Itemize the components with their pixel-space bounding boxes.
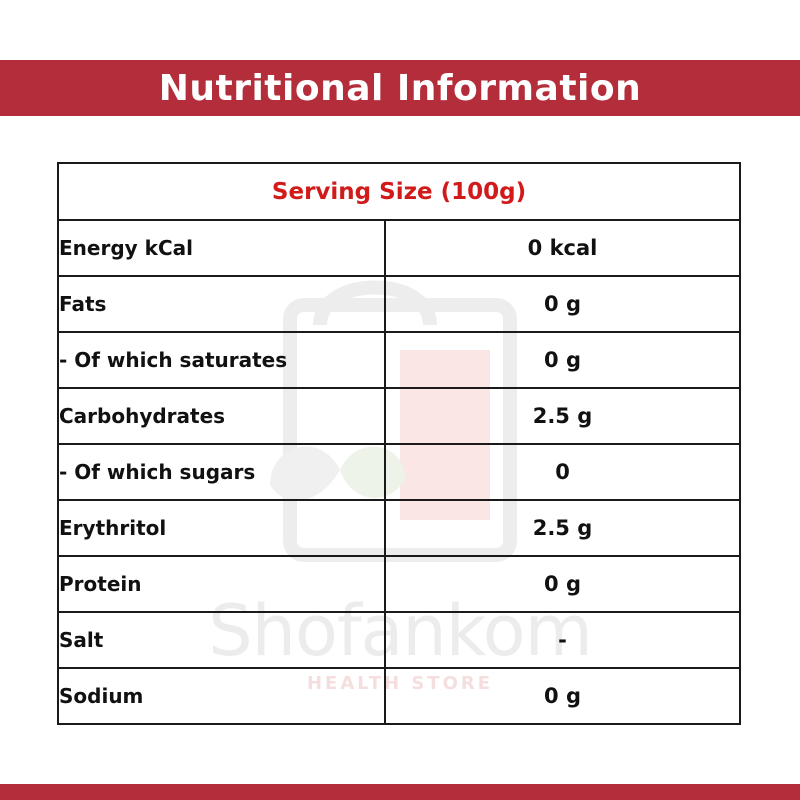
row-value: 0 g <box>384 555 741 613</box>
row-label: Fats <box>57 275 386 333</box>
serving-size: Serving Size (100g) <box>57 162 741 221</box>
row-label: - Of which sugars <box>57 443 386 501</box>
table-row: - Of which saturates 0 g <box>57 331 741 389</box>
serving-row: Serving Size (100g) <box>57 162 741 221</box>
nutrition-table: Serving Size (100g) Energy kCal 0 kcal F… <box>57 162 741 725</box>
row-label: Salt <box>57 611 386 669</box>
row-value: 0 g <box>384 667 741 725</box>
table-row: - Of which sugars 0 <box>57 443 741 501</box>
row-label: Protein <box>57 555 386 613</box>
row-label: Carbohydrates <box>57 387 386 445</box>
table-row: Erythritol 2.5 g <box>57 499 741 557</box>
row-value: - <box>384 611 741 669</box>
row-value: 2.5 g <box>384 499 741 557</box>
table-row: Energy kCal 0 kcal <box>57 219 741 277</box>
footer-bar <box>0 784 800 800</box>
title-banner: Nutritional Information <box>0 60 800 116</box>
table-row: Sodium 0 g <box>57 667 741 725</box>
row-value: 0 g <box>384 275 741 333</box>
row-label: - Of which saturates <box>57 331 386 389</box>
page-title: Nutritional Information <box>158 67 642 109</box>
row-label: Erythritol <box>57 499 386 557</box>
table-row: Carbohydrates 2.5 g <box>57 387 741 445</box>
row-value: 0 kcal <box>384 219 741 277</box>
row-value: 0 g <box>384 331 741 389</box>
row-value: 2.5 g <box>384 387 741 445</box>
table-row: Salt - <box>57 611 741 669</box>
row-label: Energy kCal <box>57 219 386 277</box>
row-label: Sodium <box>57 667 386 725</box>
table-row: Fats 0 g <box>57 275 741 333</box>
table-row: Protein 0 g <box>57 555 741 613</box>
row-value: 0 <box>384 443 741 501</box>
